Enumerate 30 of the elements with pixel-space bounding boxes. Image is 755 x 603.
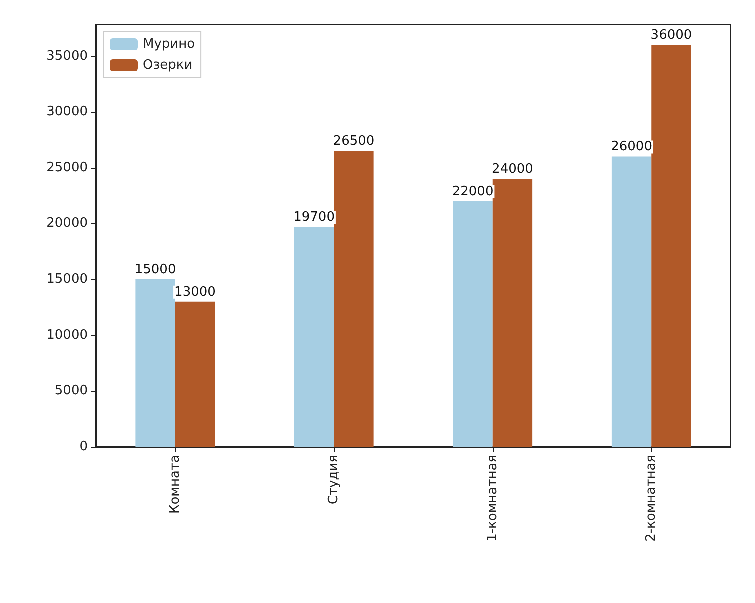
- data-label: 24000: [492, 162, 534, 178]
- x-tick-label: Комната: [168, 455, 183, 514]
- data-label: 19700: [294, 210, 335, 226]
- data-label: 36000: [650, 28, 692, 44]
- bar: [652, 45, 692, 447]
- y-tick-label: 30000: [46, 104, 88, 120]
- y-tick-label: 10000: [46, 328, 88, 343]
- bar: [612, 156, 652, 447]
- bar: [294, 227, 334, 447]
- data-label: 26000: [611, 140, 652, 155]
- x-tick-label: 1-комнатная: [485, 455, 500, 542]
- legend-label: Мурино: [143, 37, 196, 52]
- data-label: 26500: [333, 134, 375, 150]
- bar: [492, 179, 533, 447]
- y-tick-label: 20000: [46, 216, 88, 232]
- y-tick-label: 0: [80, 440, 88, 454]
- y-tick-label: 5000: [54, 384, 88, 399]
- bar: [175, 302, 216, 447]
- data-label: 22000: [452, 184, 494, 200]
- x-tick-label: Студия: [326, 455, 342, 505]
- x-tick-label: 2-комнатная: [644, 455, 660, 542]
- bar: [136, 280, 176, 447]
- y-tick-label: 25000: [46, 160, 88, 176]
- data-label: 15000: [134, 262, 176, 278]
- legend-label: Озерки: [143, 58, 193, 73]
- data-label: 13000: [174, 284, 216, 300]
- bar: [334, 151, 374, 447]
- y-tick-label: 35000: [46, 48, 88, 64]
- bar: [453, 201, 493, 447]
- y-tick-label: 15000: [46, 272, 88, 288]
